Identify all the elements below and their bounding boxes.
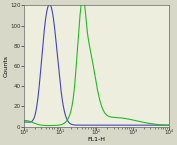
Y-axis label: Counts: Counts [4,55,8,77]
X-axis label: FL1-H: FL1-H [87,137,105,142]
